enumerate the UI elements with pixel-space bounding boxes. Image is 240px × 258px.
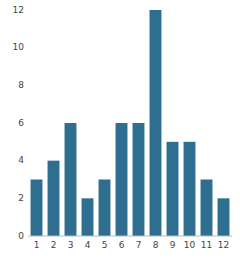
y-tick-label: 6 (18, 118, 24, 128)
bar (65, 123, 77, 236)
x-tick-label: 12 (218, 240, 229, 250)
x-tick-label: 9 (170, 240, 176, 250)
x-tick-label: 8 (153, 240, 159, 250)
x-tick-label: 10 (184, 240, 196, 250)
x-axis-line (28, 236, 232, 237)
bar (201, 180, 213, 237)
bar (99, 180, 111, 237)
bar (184, 142, 196, 236)
x-tick-label: 2 (51, 240, 57, 250)
bar (150, 10, 162, 236)
page: {"chart_data": {"type": "bar", "categori… (0, 0, 240, 258)
x-tick-label: 3 (68, 240, 74, 250)
bars (31, 10, 230, 236)
x-tick-label: 4 (85, 240, 91, 250)
bar (218, 198, 230, 236)
y-tick-label: 2 (18, 193, 24, 203)
chart-container: 024681012123456789101112 (0, 0, 240, 258)
bar (82, 198, 94, 236)
y-tick-label: 10 (13, 42, 25, 52)
bar (133, 123, 145, 236)
x-tick-label: 6 (119, 240, 125, 250)
y-tick-label: 12 (13, 5, 24, 15)
y-tick-label: 8 (18, 80, 24, 90)
y-tick-label: 0 (18, 231, 24, 241)
bar (167, 142, 179, 236)
bar (48, 161, 60, 236)
bar (31, 180, 43, 237)
x-tick-label: 5 (102, 240, 108, 250)
chart: 024681012123456789101112 (0, 0, 240, 258)
y-tick-label: 4 (18, 155, 24, 165)
x-tick-label: 11 (201, 240, 212, 250)
x-tick-label: 7 (136, 240, 142, 250)
x-tick-label: 1 (34, 240, 40, 250)
bar (116, 123, 128, 236)
